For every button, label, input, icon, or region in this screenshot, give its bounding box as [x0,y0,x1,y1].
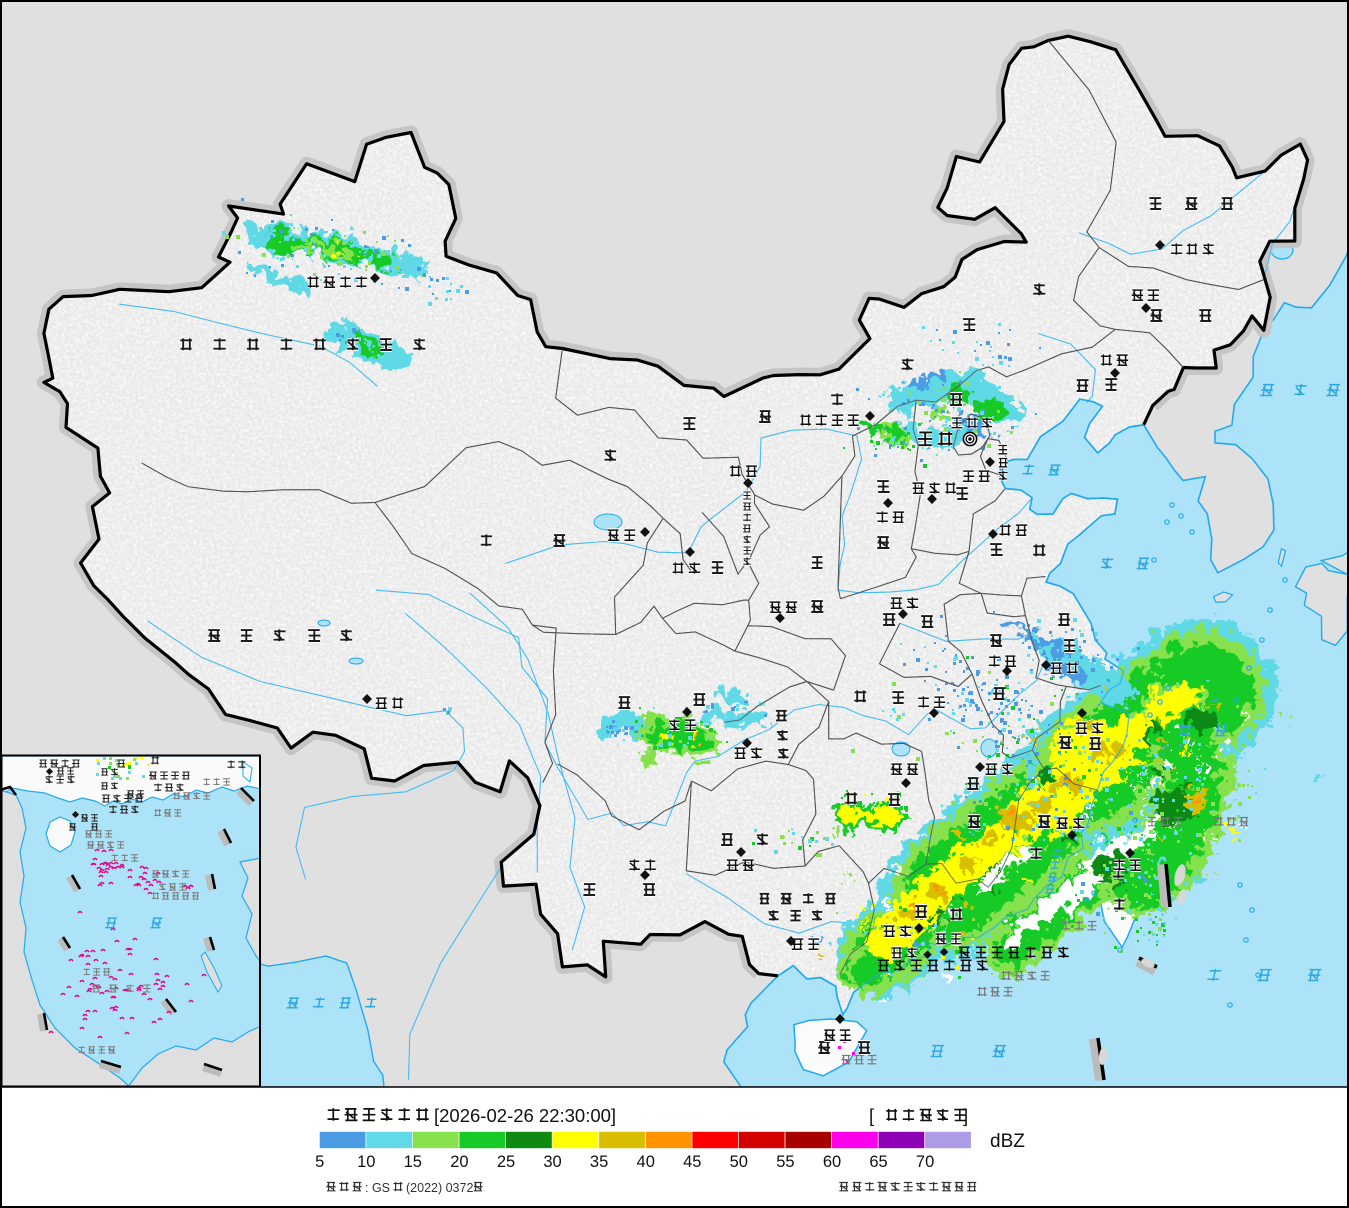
svg-text:20: 20 [450,1153,468,1171]
svg-text:(2022) 0372: (2022) 0372 [406,1181,473,1195]
svg-text:30: 30 [543,1153,561,1171]
svg-text:15: 15 [404,1153,422,1171]
svg-text:45: 45 [683,1153,701,1171]
svg-text:]: ] [963,1105,968,1126]
svg-text:25: 25 [497,1153,515,1171]
svg-text:10: 10 [357,1153,375,1171]
svg-text:55: 55 [776,1153,794,1171]
svg-text:60: 60 [823,1153,841,1171]
svg-text:70: 70 [916,1153,934,1171]
svg-text:50: 50 [730,1153,748,1171]
svg-text:5: 5 [315,1153,324,1171]
svg-text:[: [ [869,1105,874,1126]
svg-text:40: 40 [637,1153,655,1171]
svg-text:: GS: : GS [365,1181,390,1195]
svg-text:[2026-02-26 22:30:00]: [2026-02-26 22:30:00] [434,1105,616,1126]
svg-text:35: 35 [590,1153,608,1171]
svg-text:65: 65 [869,1153,887,1171]
svg-text:dBZ: dBZ [990,1131,1025,1152]
